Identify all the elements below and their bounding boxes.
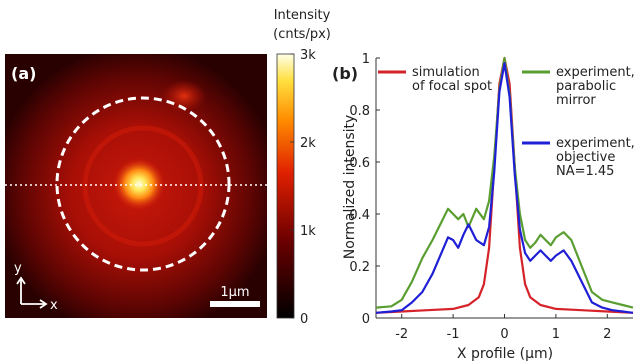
y-tick-label: 0.4	[349, 208, 370, 223]
legend-label-2: objective	[556, 150, 615, 165]
line-chart-panel: (b) Normalized intensity X profile (μm) …	[332, 52, 635, 362]
legend-label-0: of focal spot	[412, 79, 492, 94]
heatmap-ring	[82, 125, 204, 247]
panel-label-b: (b)	[332, 64, 358, 83]
y-axis-label: Normalized intensity	[342, 115, 358, 260]
axes-indicator	[16, 276, 48, 309]
x-axis-label: X profile (μm)	[457, 346, 553, 362]
colorbar-tick-label: 2k	[300, 136, 316, 151]
focal-spot	[113, 158, 165, 210]
panel-label-a: (a)	[11, 64, 36, 83]
y-tick-label: 0.2	[349, 260, 370, 275]
y-tick-label: 0.8	[349, 104, 370, 119]
legend-label-2: NA=1.45	[556, 164, 614, 179]
x-tick-label: -1	[447, 327, 460, 342]
series-line-2	[375, 62, 634, 314]
x-tick-label: 2	[603, 327, 611, 342]
y-tick-label: 1	[362, 52, 370, 67]
colorbar-gradient	[276, 53, 295, 319]
x-tick-label: 0	[500, 327, 508, 342]
colorbar-title-line1: Intensity	[274, 8, 331, 23]
legend-label-1: experiment,	[556, 65, 635, 80]
legend-label-2: experiment,	[556, 136, 635, 151]
colorbar: Intensity (cnts/px) 3k 2k 1k 0	[273, 8, 331, 327]
legend-label-0: simulation	[412, 65, 480, 80]
colorbar-tick-label: 0	[300, 312, 308, 327]
x-tick-label: -2	[395, 327, 408, 342]
legend-label-1: parabolic	[556, 79, 616, 94]
axis-indicator-x: x	[50, 298, 58, 313]
scale-bar-label: 1μm	[220, 285, 249, 300]
y-tick-label: 0.6	[349, 156, 370, 171]
axis-indicator-y: y	[14, 261, 22, 276]
x-tick-label: 1	[552, 327, 560, 342]
heatmap-panel: (a) y x 1μm	[5, 54, 267, 318]
colorbar-tick-label: 1k	[300, 224, 316, 239]
y-tick-label: 0	[362, 312, 370, 327]
scale-bar	[210, 301, 260, 307]
colorbar-title-line2: (cnts/px)	[273, 27, 331, 42]
dashed-circle	[55, 96, 231, 272]
legend-label-1: mirror	[556, 93, 596, 108]
colorbar-tick-label: 3k	[300, 48, 316, 63]
